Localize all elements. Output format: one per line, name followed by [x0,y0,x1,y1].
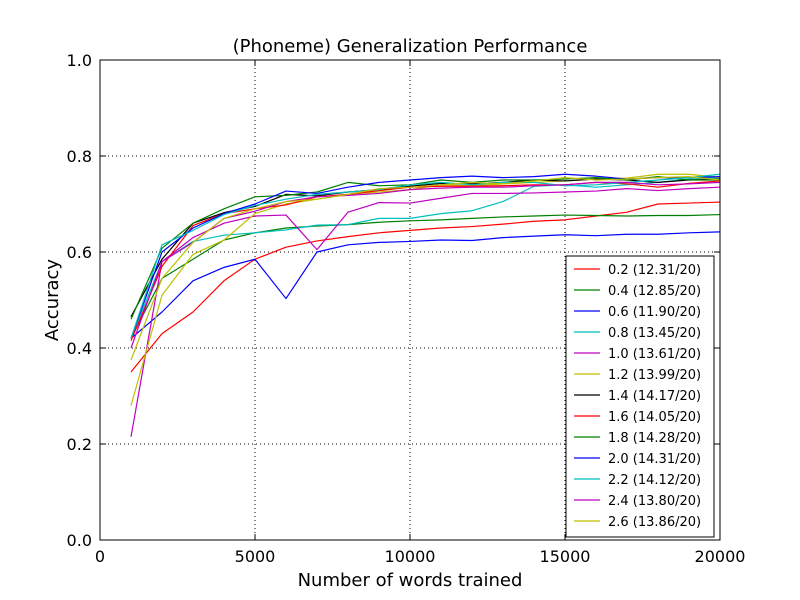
y-axis-label: Accuracy [42,259,63,342]
legend-label: 1.0 (13.61/20) [608,347,701,362]
series-line-4 [130,177,721,339]
legend-label: 0.2 (12.31/20) [608,263,701,278]
x-tick-label: 20000 [695,547,746,566]
axis-ticks: 0 5000 10000 15000 20000 0.0 0.2 0.4 0.6 0.8 1.0 [67,51,746,566]
series-line-13 [130,176,721,361]
legend-label: 1.4 (14.17/20) [608,389,701,404]
series-line-2 [130,213,721,339]
legend-label: 2.2 (14.12/20) [608,473,701,488]
series-line-3 [130,231,721,339]
x-axis-label: Number of words trained [298,570,523,591]
legend-label: 0.4 (12.85/20) [608,284,701,299]
legend-label: 2.0 (14.31/20) [608,452,701,467]
legend: 0.2 (12.31/20) 0.4 (12.85/20) 0.6 (11.90/2… [565,255,715,538]
legend-label: 1.8 (14.28/20) [608,431,701,446]
y-tick-label: 0.6 [67,243,92,262]
x-tick-label: 15000 [540,547,591,566]
series-line-5 [130,186,721,437]
x-tick-label: 10000 [385,547,436,566]
legend-label: 2.6 (13.86/20) [608,515,701,530]
series-lines [130,173,721,437]
series-line-1 [130,201,721,373]
y-tick-label: 1.0 [67,51,92,70]
x-tick-label: 5000 [235,547,276,566]
series-line-10 [130,173,721,339]
y-tick-label: 0.4 [67,339,92,358]
y-tick-label: 0.0 [67,531,92,550]
legend-label: 1.2 (13.99/20) [608,368,701,383]
legend-label: 1.6 (14.05/20) [608,410,701,425]
y-tick-label: 0.2 [67,435,92,454]
legend-label: 0.6 (11.90/20) [608,305,701,320]
legend-label: 0.8 (13.45/20) [608,326,701,341]
y-tick-label: 0.8 [67,147,92,166]
chart-title: (Phoneme) Generalization Performance [233,36,588,57]
legend-box [565,255,715,538]
legend-label: 2.4 (13.80/20) [608,494,701,509]
x-tick-label: 0 [95,547,105,566]
